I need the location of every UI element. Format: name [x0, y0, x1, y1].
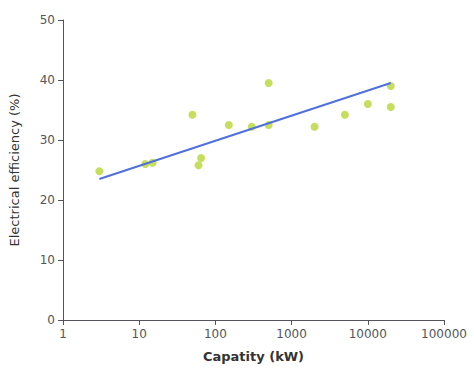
svg-text:Electrical efficiency (%): Electrical efficiency (%) [7, 94, 22, 247]
svg-text:1: 1 [59, 327, 67, 341]
svg-text:100: 100 [204, 327, 227, 341]
svg-text:10: 10 [132, 327, 147, 341]
svg-text:Capatity (kW): Capatity (kW) [203, 349, 304, 364]
svg-text:10: 10 [40, 253, 55, 267]
svg-text:40: 40 [40, 73, 55, 87]
svg-text:100000: 100000 [421, 327, 467, 341]
svg-text:20: 20 [40, 193, 55, 207]
svg-text:50: 50 [40, 13, 55, 27]
svg-text:30: 30 [40, 133, 55, 147]
svg-text:1000: 1000 [276, 327, 307, 341]
svg-text:0: 0 [47, 313, 55, 327]
svg-text:10000: 10000 [349, 327, 387, 341]
